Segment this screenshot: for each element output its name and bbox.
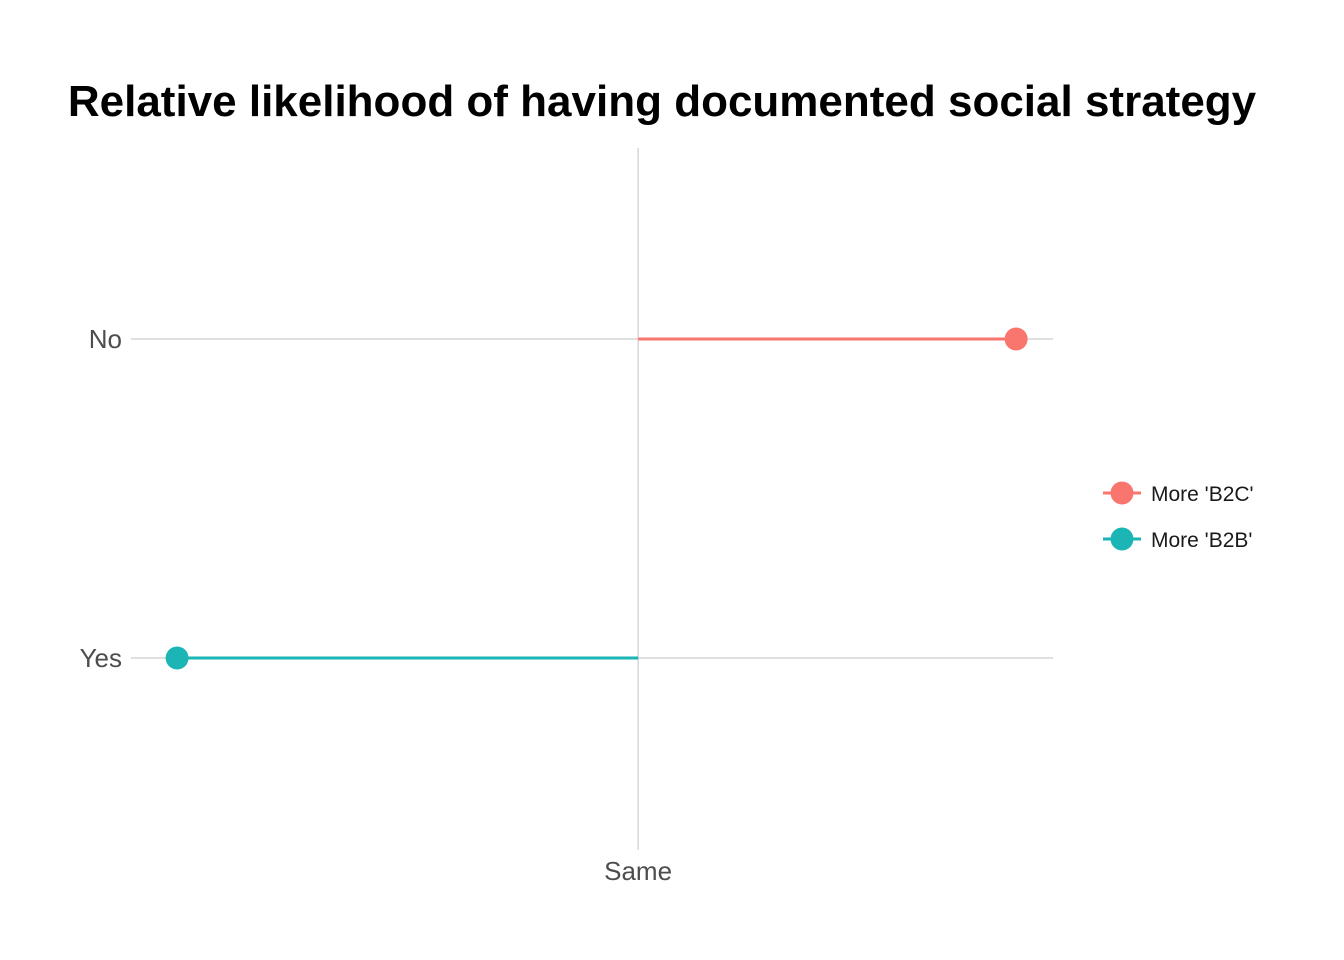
plot-panel: No Yes Same xyxy=(80,148,1053,886)
legend-key-point xyxy=(1110,527,1134,551)
legend-key-point xyxy=(1110,481,1134,505)
y-tick-label: No xyxy=(89,324,122,354)
lollipop-point xyxy=(1004,327,1028,351)
legend-label: More 'B2C' xyxy=(1151,483,1254,506)
legend: More 'B2C' More 'B2B' xyxy=(1103,481,1254,552)
lollipop-point xyxy=(165,646,189,670)
legend-label: More 'B2B' xyxy=(1151,529,1252,552)
x-tick-label: Same xyxy=(604,856,672,886)
y-tick-label: Yes xyxy=(80,643,122,673)
chart-title: Relative likelihood of having documented… xyxy=(68,77,1257,126)
